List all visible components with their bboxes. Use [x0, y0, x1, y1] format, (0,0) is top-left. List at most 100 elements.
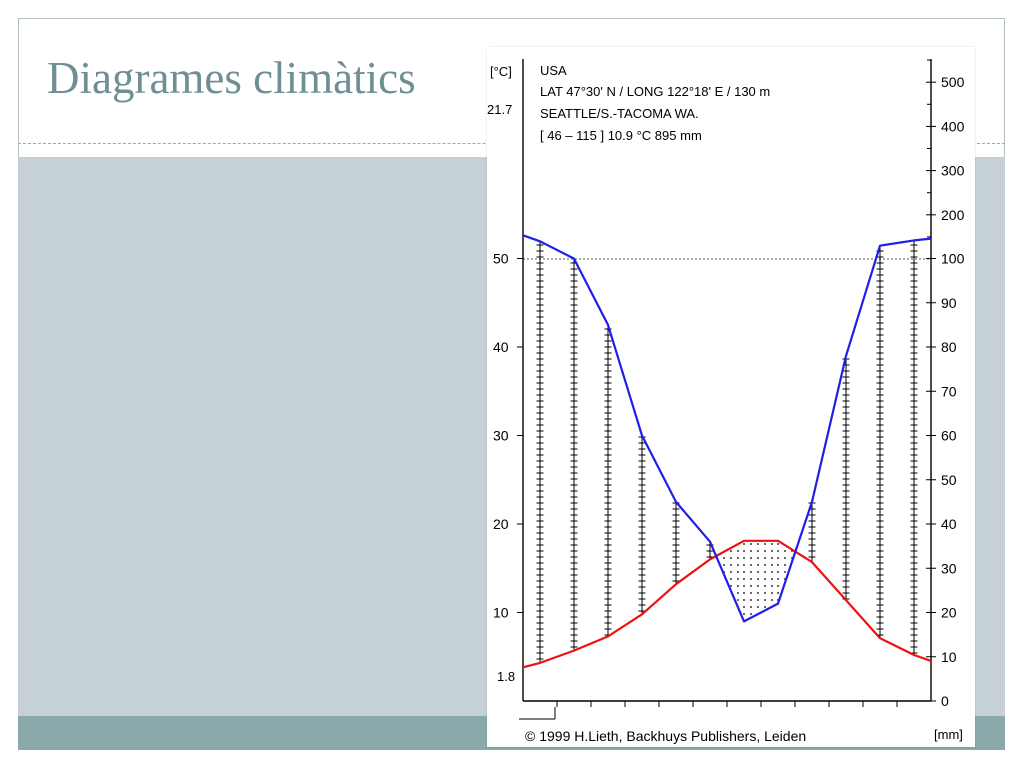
arid-dot — [757, 557, 759, 559]
arid-dot — [757, 599, 759, 601]
arid-dot — [777, 550, 779, 552]
left-tick-label: 10 — [493, 605, 509, 621]
right-tick-label: 80 — [941, 339, 957, 355]
arid-dot — [743, 599, 745, 601]
arid-dot — [737, 599, 739, 601]
right-tick-label: 40 — [941, 516, 957, 532]
summary-label: [ 46 – 115 ] 10.9 °C 895 mm — [540, 128, 702, 143]
arid-dot — [723, 564, 725, 566]
arid-dot — [750, 557, 752, 559]
arid-dot — [743, 585, 745, 587]
arid-dot — [764, 606, 766, 608]
max-temp-label: 21.7 — [487, 102, 512, 117]
arid-dot — [743, 606, 745, 608]
right-tick-label: 70 — [941, 383, 957, 399]
arid-dot — [764, 543, 766, 545]
humid-hatch-ticks — [842, 358, 850, 600]
arid-dot — [730, 571, 732, 573]
arid-dot — [777, 592, 779, 594]
arid-dot — [777, 564, 779, 566]
arid-dot — [757, 606, 759, 608]
country-label: USA — [540, 63, 567, 78]
arid-dot — [750, 592, 752, 594]
right-tick-label: 0 — [941, 693, 949, 709]
humid-hatch-ticks — [604, 328, 612, 636]
arid-dot — [743, 592, 745, 594]
arid-dot — [757, 550, 759, 552]
arid-dot — [757, 578, 759, 580]
arid-dot — [764, 557, 766, 559]
left-tick-label: 50 — [493, 251, 509, 267]
arid-dot — [757, 543, 759, 545]
arid-dot — [784, 557, 786, 559]
arid-dot — [784, 564, 786, 566]
arid-dot — [750, 599, 752, 601]
arid-dot — [777, 571, 779, 573]
humid-hatch-ticks — [536, 244, 544, 660]
arid-dot — [743, 564, 745, 566]
arid-dot — [771, 550, 773, 552]
arid-dot — [737, 578, 739, 580]
right-axis-unit: [mm] — [934, 727, 963, 742]
arid-dot — [777, 578, 779, 580]
arid-dot — [750, 613, 752, 615]
arid-dot — [730, 557, 732, 559]
arid-dot — [777, 557, 779, 559]
humid-hatch-ticks — [876, 250, 884, 636]
temperature-line — [522, 539, 932, 669]
arid-dot — [750, 578, 752, 580]
left-tick-label: 20 — [493, 516, 509, 532]
arid-dot — [777, 585, 779, 587]
right-tick-label: 20 — [941, 605, 957, 621]
right-tick-label: 500 — [941, 74, 965, 90]
climate-diagram: 10 20 30 40 50 0 10 20 30 40 50 60 70 80 90 100 200 300 40… — [487, 47, 975, 747]
arid-dot — [764, 578, 766, 580]
arid-dot — [750, 571, 752, 573]
arid-dot — [730, 578, 732, 580]
arid-dot — [730, 585, 732, 587]
arid-dot — [723, 557, 725, 559]
arid-dot — [737, 571, 739, 573]
right-tick-label: 100 — [941, 251, 965, 267]
arid-dot — [737, 564, 739, 566]
arid-dot — [743, 557, 745, 559]
arid-dot — [771, 585, 773, 587]
arid-dot — [730, 564, 732, 566]
humid-hatch-ticks — [570, 262, 578, 648]
copyright-label: © 1999 H.Lieth, Backhuys Publishers, Lei… — [525, 728, 806, 744]
arid-dot — [743, 571, 745, 573]
right-tick-label: 400 — [941, 118, 965, 134]
min-temp-label: 1.8 — [497, 669, 515, 684]
arid-dot — [771, 592, 773, 594]
arid-dot — [771, 578, 773, 580]
arid-dot — [743, 613, 745, 615]
arid-dot — [771, 543, 773, 545]
arid-dot — [764, 585, 766, 587]
arid-dot — [737, 550, 739, 552]
arid-dot — [764, 564, 766, 566]
right-tick-label: 300 — [941, 163, 965, 179]
right-tick-label: 10 — [941, 649, 957, 665]
station-label: SEATTLE/S.-TACOMA WA. — [540, 106, 699, 121]
arid-dot — [750, 585, 752, 587]
arid-dot — [750, 550, 752, 552]
humid-hatch-ticks — [910, 244, 918, 654]
arid-dot — [757, 592, 759, 594]
arid-dot — [757, 571, 759, 573]
arid-dot — [777, 543, 779, 545]
left-tick-label: 30 — [493, 428, 509, 444]
climate-diagram-svg: 1020304050010203040506070809010020030040… — [487, 59, 965, 744]
right-tick-label: 200 — [941, 207, 965, 223]
arid-dot — [750, 606, 752, 608]
right-tick-label: 30 — [941, 560, 957, 576]
arid-dot — [771, 599, 773, 601]
slide-title: Diagrames climàtics — [47, 53, 416, 103]
location-label: LAT 47°30' N / LONG 122°18' E / 130 m — [540, 84, 770, 99]
arid-dot — [764, 571, 766, 573]
left-axis-unit: [°C] — [490, 64, 512, 79]
arid-dot — [764, 592, 766, 594]
arid-dot — [743, 550, 745, 552]
arid-dot — [730, 550, 732, 552]
right-tick-label: 50 — [941, 472, 957, 488]
arid-dot — [757, 564, 759, 566]
